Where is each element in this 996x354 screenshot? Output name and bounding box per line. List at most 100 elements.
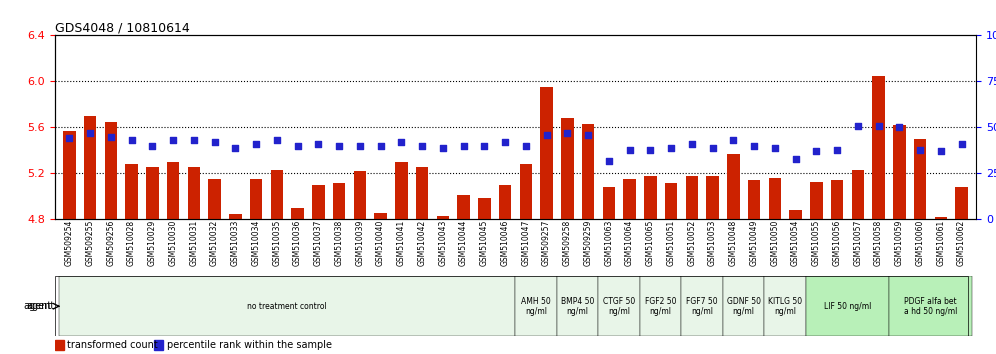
Text: GSM510053: GSM510053 xyxy=(708,219,717,266)
Bar xyxy=(84,116,97,219)
FancyBboxPatch shape xyxy=(681,276,723,336)
Bar xyxy=(333,183,346,219)
FancyBboxPatch shape xyxy=(59,276,516,336)
Text: GSM510047: GSM510047 xyxy=(521,219,530,266)
Text: GSM510037: GSM510037 xyxy=(314,219,323,266)
FancyBboxPatch shape xyxy=(723,276,765,336)
Bar xyxy=(250,179,262,219)
Bar xyxy=(55,340,64,350)
Text: GSM510041: GSM510041 xyxy=(396,219,405,266)
Bar xyxy=(291,208,304,219)
Point xyxy=(871,123,886,129)
Bar xyxy=(769,178,781,219)
Text: GSM509258: GSM509258 xyxy=(563,219,572,266)
Text: agent: agent xyxy=(27,301,55,311)
Point xyxy=(186,137,202,143)
Bar xyxy=(354,171,366,219)
Point xyxy=(435,145,451,150)
Text: GSM510033: GSM510033 xyxy=(231,219,240,266)
Bar xyxy=(706,176,719,219)
Text: GSM510030: GSM510030 xyxy=(168,219,177,266)
Point xyxy=(393,139,409,145)
Point xyxy=(248,141,264,147)
Text: AMH 50
ng/ml: AMH 50 ng/ml xyxy=(521,297,551,316)
Point xyxy=(684,141,700,147)
Point xyxy=(933,149,949,154)
Text: GDNF 50
ng/ml: GDNF 50 ng/ml xyxy=(727,297,761,316)
Point xyxy=(788,156,804,161)
Point xyxy=(62,136,78,141)
Point xyxy=(206,139,222,145)
Point xyxy=(227,145,243,150)
FancyBboxPatch shape xyxy=(806,276,888,336)
Point xyxy=(539,132,555,138)
Bar xyxy=(790,210,802,219)
Text: GSM510065: GSM510065 xyxy=(645,219,654,266)
Point xyxy=(891,125,907,130)
Text: GSM510057: GSM510057 xyxy=(854,219,863,266)
Point xyxy=(144,143,160,149)
Point xyxy=(103,134,119,139)
Bar xyxy=(540,87,553,219)
Bar xyxy=(852,170,865,219)
Text: GSM510043: GSM510043 xyxy=(438,219,447,266)
Text: GSM509256: GSM509256 xyxy=(107,219,116,266)
Point xyxy=(331,143,347,149)
Text: GSM510062: GSM510062 xyxy=(957,219,966,266)
Point xyxy=(124,137,139,143)
Text: GSM510038: GSM510038 xyxy=(335,219,344,266)
Bar xyxy=(125,164,137,219)
Point xyxy=(497,139,513,145)
Text: GSM510029: GSM510029 xyxy=(147,219,156,266)
Text: GSM510040: GSM510040 xyxy=(376,219,385,266)
Text: GSM510036: GSM510036 xyxy=(293,219,302,266)
Bar xyxy=(520,164,532,219)
Bar xyxy=(934,217,947,219)
Text: FGF2 50
ng/ml: FGF2 50 ng/ml xyxy=(645,297,676,316)
Text: GSM510032: GSM510032 xyxy=(210,219,219,266)
Point xyxy=(704,145,720,150)
Bar xyxy=(561,118,574,219)
Point xyxy=(476,143,492,149)
Text: GSM510048: GSM510048 xyxy=(729,219,738,266)
Point xyxy=(580,132,596,138)
Text: GSM510054: GSM510054 xyxy=(791,219,800,266)
Point xyxy=(290,143,306,149)
FancyBboxPatch shape xyxy=(888,276,972,336)
Text: GSM510044: GSM510044 xyxy=(459,219,468,266)
Text: percentile rank within the sample: percentile rank within the sample xyxy=(167,340,332,350)
Bar xyxy=(664,183,677,219)
Bar xyxy=(154,340,163,350)
Text: GSM510042: GSM510042 xyxy=(417,219,426,266)
Bar xyxy=(955,187,968,219)
Point xyxy=(560,130,576,136)
FancyBboxPatch shape xyxy=(599,276,639,336)
Text: GSM510056: GSM510056 xyxy=(833,219,842,266)
Point xyxy=(165,137,181,143)
Bar xyxy=(727,154,739,219)
FancyBboxPatch shape xyxy=(516,276,557,336)
Bar xyxy=(271,170,283,219)
Bar xyxy=(208,179,221,219)
Text: GSM510046: GSM510046 xyxy=(501,219,510,266)
Bar xyxy=(914,139,926,219)
Bar xyxy=(312,185,325,219)
Text: CTGF 50
ng/ml: CTGF 50 ng/ml xyxy=(603,297,635,316)
Text: GSM510045: GSM510045 xyxy=(480,219,489,266)
Point xyxy=(601,158,617,164)
FancyBboxPatch shape xyxy=(639,276,681,336)
Point xyxy=(373,143,388,149)
Bar xyxy=(167,162,179,219)
Point xyxy=(352,143,368,149)
Text: GSM510055: GSM510055 xyxy=(812,219,821,266)
Bar xyxy=(415,167,428,219)
Text: GSM510034: GSM510034 xyxy=(252,219,261,266)
Point xyxy=(622,147,637,152)
Point xyxy=(725,137,741,143)
FancyBboxPatch shape xyxy=(765,276,806,336)
Bar xyxy=(457,195,470,219)
Text: KITLG 50
ng/ml: KITLG 50 ng/ml xyxy=(768,297,802,316)
Text: BMP4 50
ng/ml: BMP4 50 ng/ml xyxy=(561,297,595,316)
Text: GSM510051: GSM510051 xyxy=(666,219,675,266)
Bar xyxy=(499,185,511,219)
